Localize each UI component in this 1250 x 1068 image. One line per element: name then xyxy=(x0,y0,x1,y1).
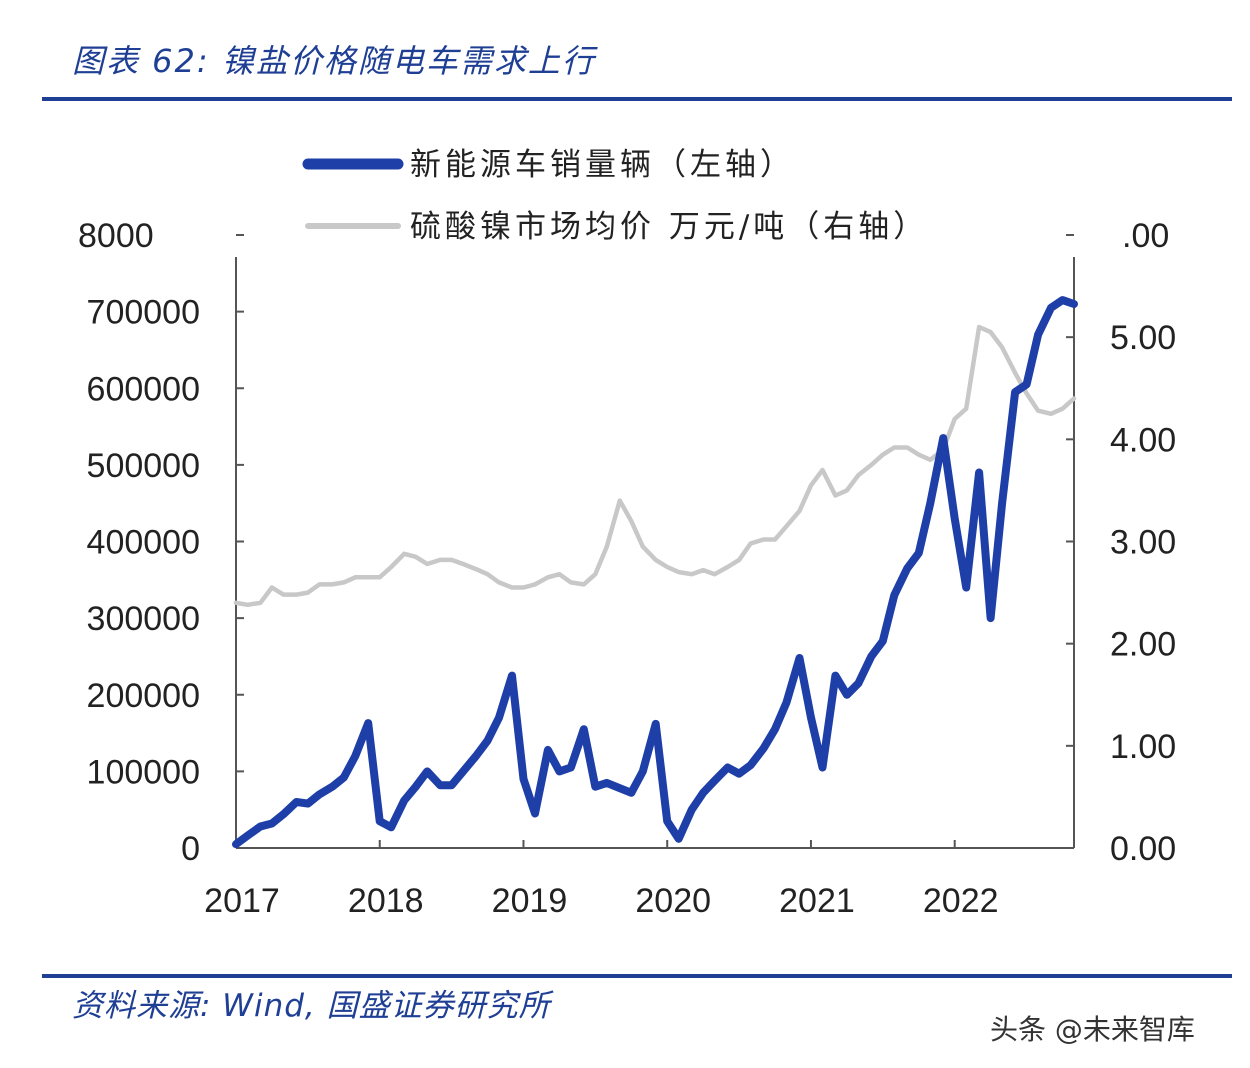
series-line-nev-sales xyxy=(232,296,1078,849)
x-tick-label: 2022 xyxy=(923,882,999,920)
right-tick-label: 5.00 xyxy=(1110,319,1176,357)
legend-label-nev-sales: 新能源车销量辆（左轴） xyxy=(410,147,795,183)
legend: 新能源车销量辆（左轴） 硫酸镍市场均价 万元/吨（右轴） xyxy=(302,147,928,245)
figure-title: 图表 62: 镍盐价格随电车需求上行 xyxy=(72,42,596,80)
series-line-nickel-sulfate-price xyxy=(233,324,1077,608)
x-tick-label: 2019 xyxy=(492,882,568,920)
left-tick-label: 200000 xyxy=(87,677,200,715)
right-tick-label: 4.00 xyxy=(1110,421,1176,459)
x-tick-label: 2018 xyxy=(348,882,424,920)
left-tick-label: 100000 xyxy=(87,753,200,791)
right-tick-label: 2.00 xyxy=(1110,626,1176,664)
x-tick-label: 2021 xyxy=(779,882,855,920)
source-note: 资料来源: Wind, 国盛证券研究所 xyxy=(72,988,551,1024)
right-tick-label: 3.00 xyxy=(1110,524,1176,562)
left-tick-label: 700000 xyxy=(87,294,200,332)
left-tick-label: 300000 xyxy=(87,600,200,638)
right-tick-label: .00 xyxy=(1122,217,1169,255)
top-rule xyxy=(42,97,1232,101)
left-tick-label: 400000 xyxy=(87,524,200,562)
left-tick-label: 0 xyxy=(181,830,200,868)
chart: 0 100000 200000 300000 400000 500000 600000 700… xyxy=(78,147,1176,920)
right-tick-label: 0.00 xyxy=(1110,830,1176,868)
axes: 0 100000 200000 300000 400000 500000 600000 700… xyxy=(78,217,1176,920)
x-tick-label: 2017 xyxy=(204,882,280,920)
legend-label-nickel-sulfate-price: 硫酸镍市场均价 万元/吨（右轴） xyxy=(410,209,928,245)
x-tick-label: 2020 xyxy=(635,882,711,920)
series-layer xyxy=(232,296,1078,849)
bottom-rule xyxy=(42,974,1232,978)
left-tick-label: 600000 xyxy=(87,370,200,408)
watermark: 头条 @未来智库 xyxy=(990,1013,1195,1046)
right-tick-label: 1.00 xyxy=(1110,728,1176,766)
left-tick-label: 8000 xyxy=(78,217,154,255)
left-tick-label: 500000 xyxy=(87,447,200,485)
